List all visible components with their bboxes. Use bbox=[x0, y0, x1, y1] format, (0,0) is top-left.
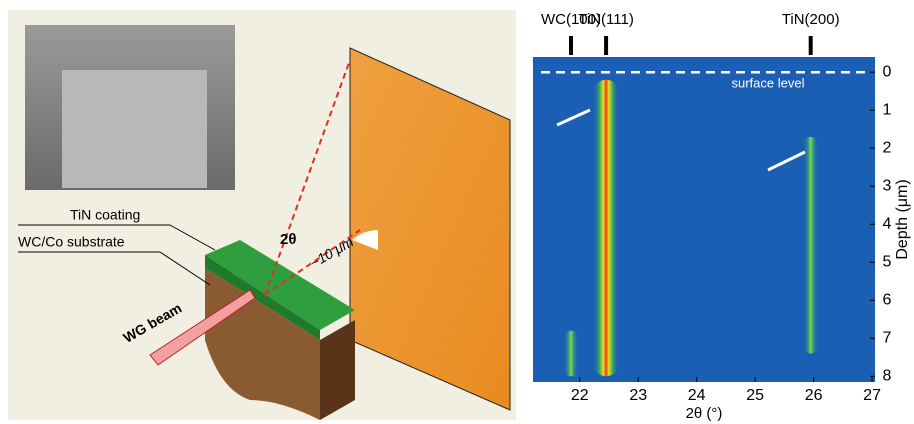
x-tick-label: 25 bbox=[746, 387, 764, 404]
y-tick-label: 5 bbox=[883, 253, 892, 270]
y-tick-label: 8 bbox=[883, 368, 892, 385]
x-tick-label: 23 bbox=[629, 387, 647, 404]
y-tick-label: 0 bbox=[883, 63, 892, 80]
x-axis-title: 2θ (°) bbox=[686, 405, 723, 422]
x-tick-label: 26 bbox=[805, 387, 823, 404]
intensity-streak bbox=[803, 137, 819, 354]
y-tick-label: 2 bbox=[883, 139, 892, 156]
sem-trench bbox=[62, 70, 207, 188]
y-tick-label: 1 bbox=[883, 101, 892, 118]
label: TiN coating bbox=[70, 207, 140, 223]
plot-area bbox=[533, 57, 875, 382]
y-tick-label: 4 bbox=[883, 215, 892, 232]
peak-label: TiN(111) bbox=[578, 11, 634, 28]
y-axis-title: Depth (μm) bbox=[894, 179, 911, 259]
x-tick-label: 22 bbox=[571, 387, 589, 404]
peak-label: TiN(200) bbox=[782, 11, 840, 28]
y-tick-label: 3 bbox=[883, 177, 892, 194]
label: WC/Co substrate bbox=[18, 234, 125, 250]
intensity-streak bbox=[593, 80, 619, 376]
label: 2θ bbox=[280, 231, 296, 248]
intensity-streak bbox=[563, 331, 579, 377]
x-tick-label: 27 bbox=[863, 387, 881, 404]
x-tick-label: 24 bbox=[688, 387, 706, 404]
y-tick-label: 6 bbox=[883, 291, 892, 308]
annotation: surface level bbox=[732, 76, 805, 91]
y-tick-label: 7 bbox=[883, 330, 892, 347]
figure: TiN coating WC/Co substrate 2θ ~10 μm WG… bbox=[0, 0, 914, 424]
